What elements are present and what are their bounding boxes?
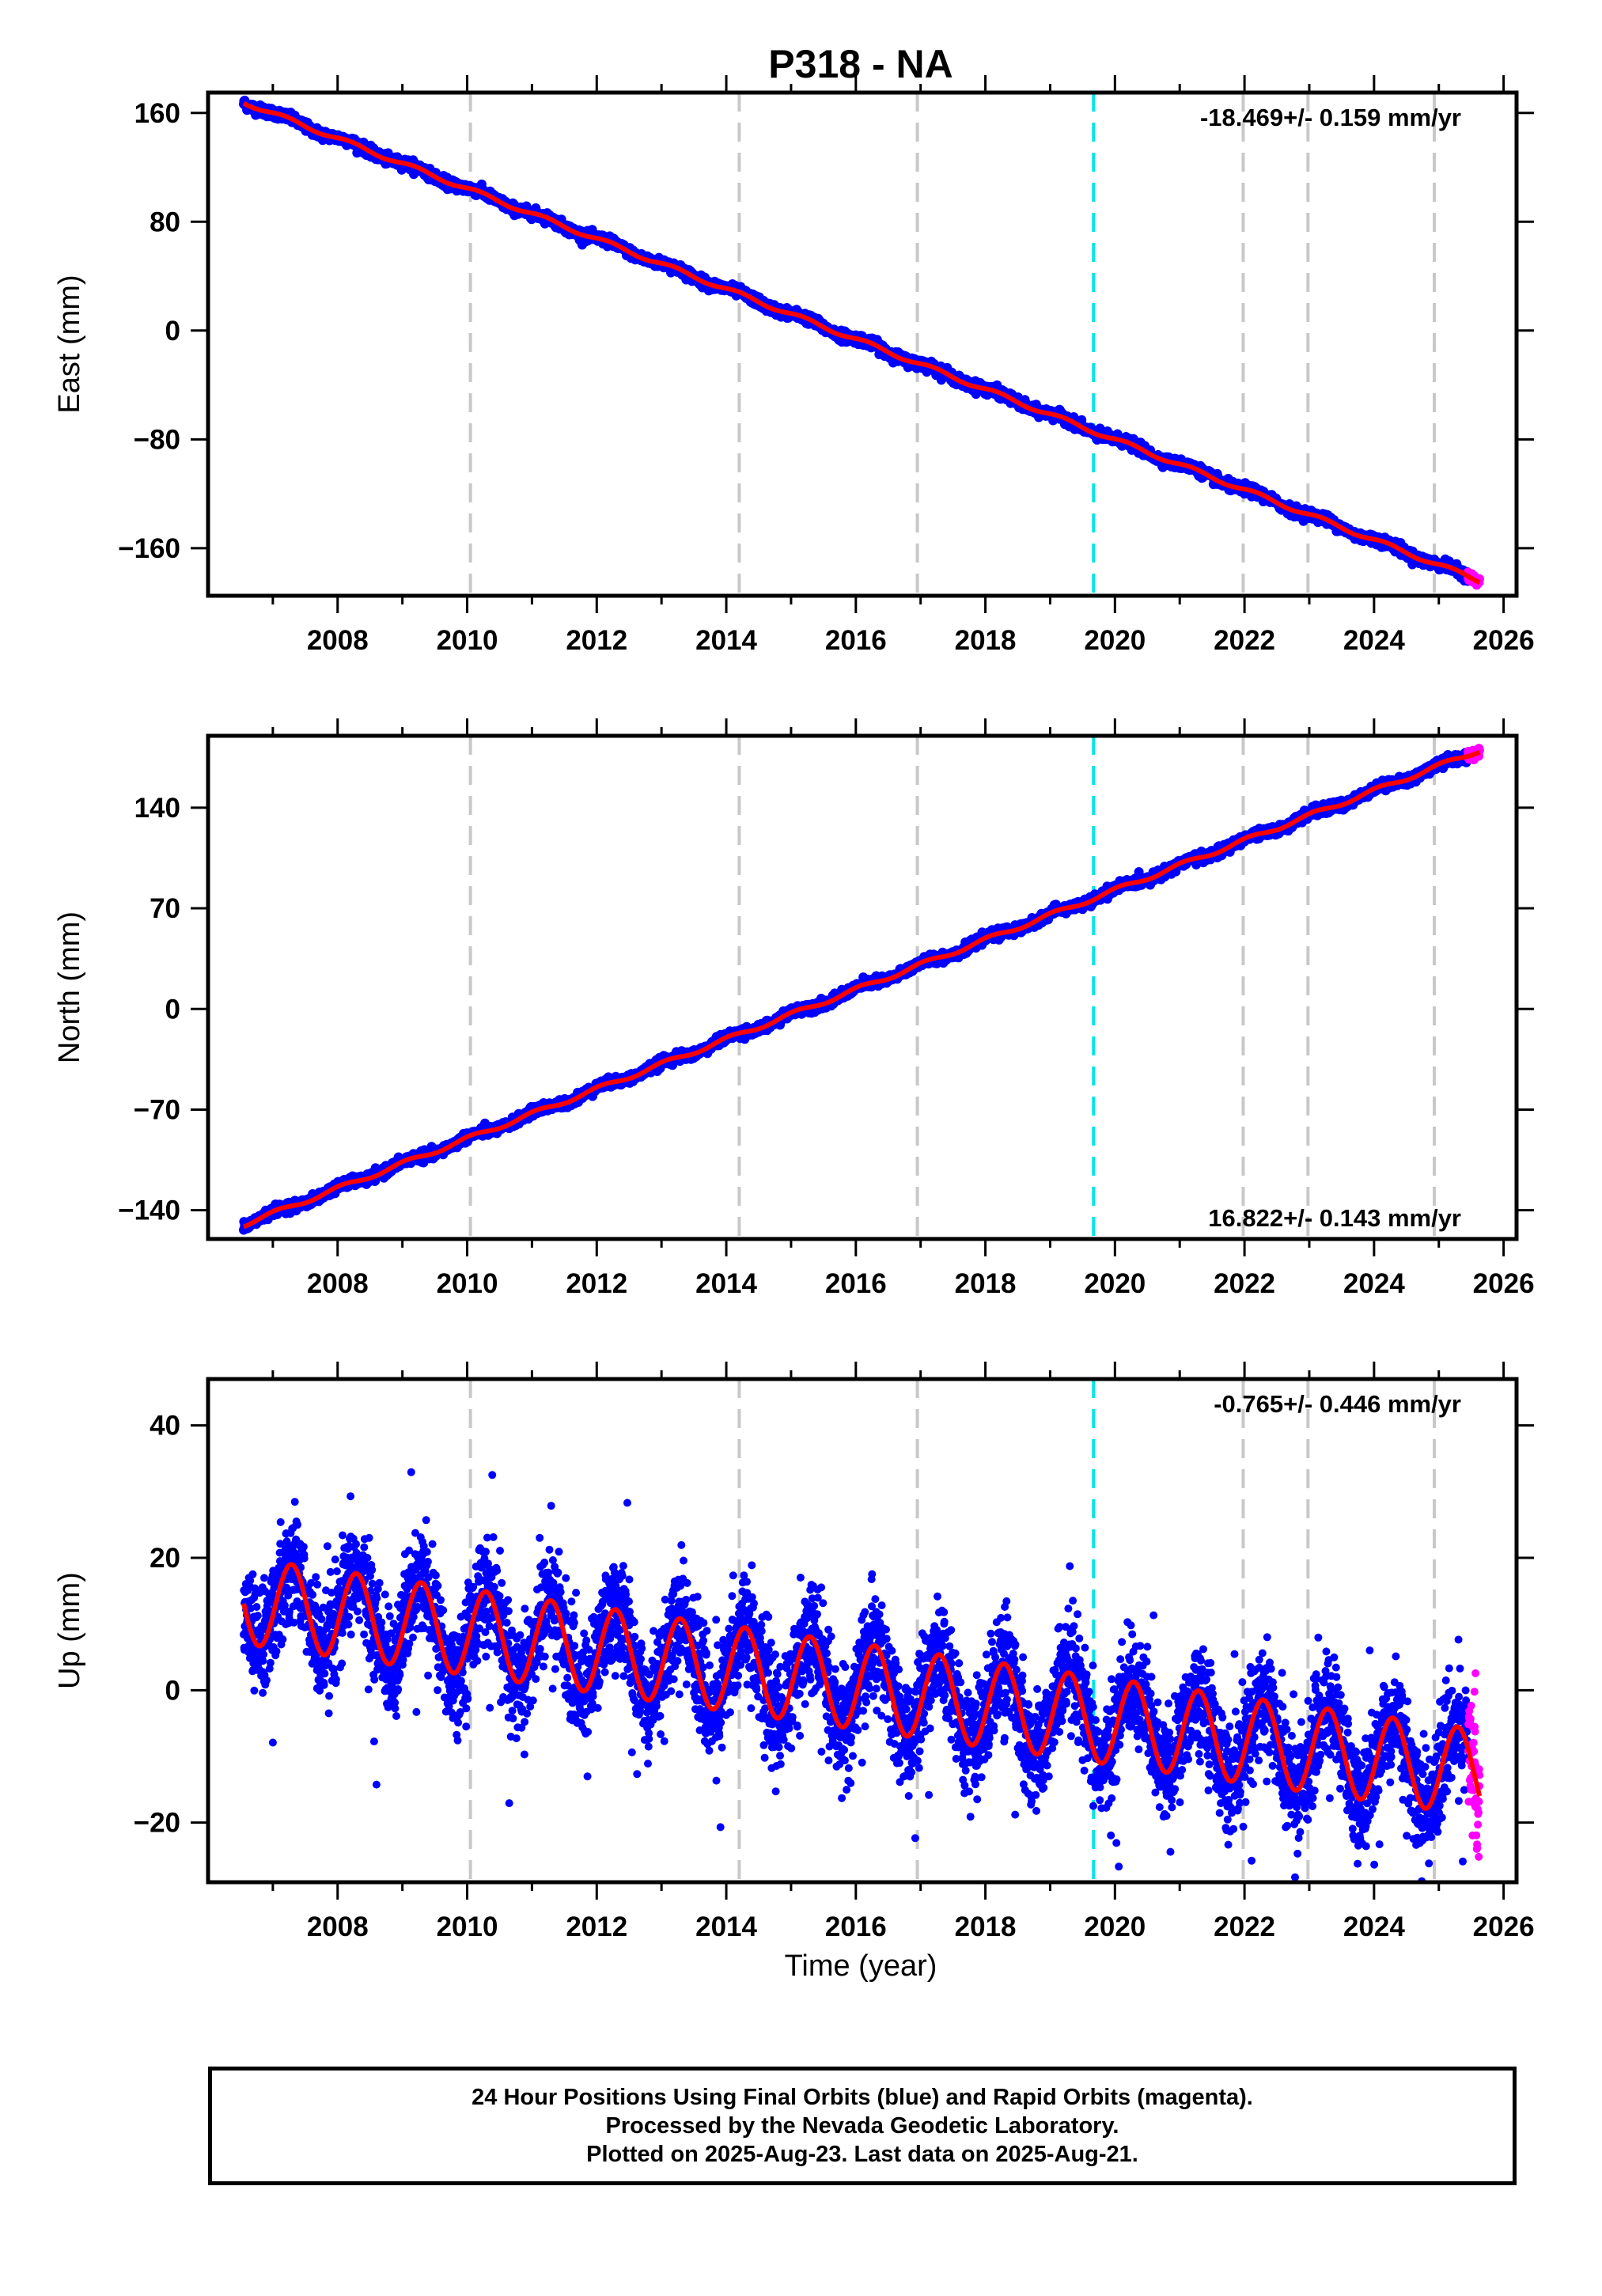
chart-title: P318 - NA [768, 42, 952, 86]
x-tick-label: 2022 [1214, 625, 1275, 656]
x-tick-label: 2018 [955, 625, 1017, 656]
x-tick-label: 2016 [825, 625, 887, 656]
panel-north: 2008 2010 2012 2014 2016 2018 2020 2022 2024 2026… [53, 718, 1535, 1299]
panels: 2008 2010 2012 2014 2016 2018 2020 2022 2024 2026… [53, 75, 1535, 1942]
x-tick-label: 2020 [1084, 625, 1146, 656]
x-tick-label: 2014 [695, 625, 757, 656]
rate-label: -18.469+/- 0.159 mm/yr [1200, 104, 1461, 131]
y-tick-label: −80 [134, 424, 180, 455]
y-tick-label: 0 [165, 316, 180, 347]
x-tick-label: 2008 [307, 625, 369, 656]
y-tick-label: 80 [150, 206, 180, 237]
y-tick-label: −160 [118, 533, 180, 564]
x-tick-label: 2026 [1473, 625, 1535, 656]
x-tick-label: 2024 [1343, 625, 1405, 656]
y-tick-label: 160 [134, 98, 180, 129]
panel-east: 2008 2010 2012 2014 2016 2018 2020 2022 2024 2026… [53, 75, 1535, 656]
x-tick-label: 2010 [437, 625, 498, 656]
y-axis-label: East (mm) [53, 275, 86, 413]
x-tick-label: 2012 [566, 625, 627, 656]
